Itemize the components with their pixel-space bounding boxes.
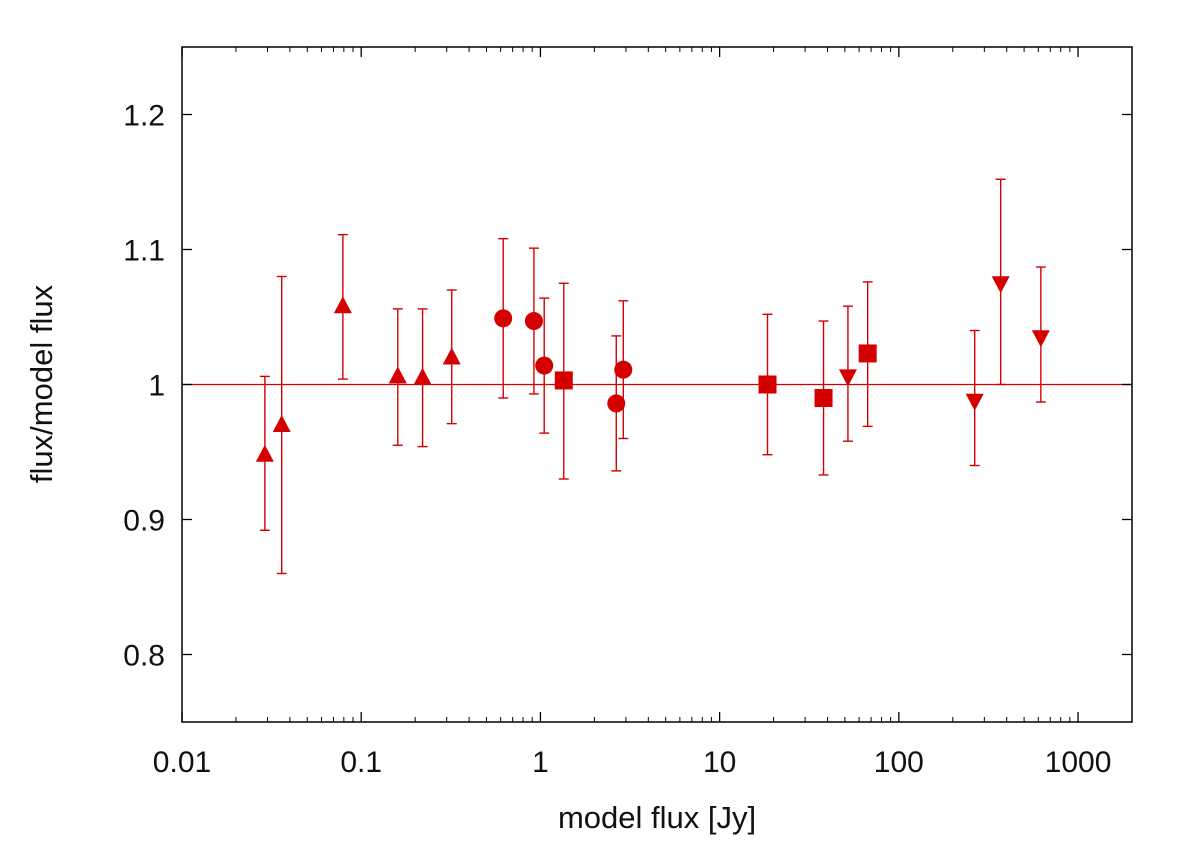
x-tick-label: 100	[874, 746, 924, 779]
y-tick-label: 0.9	[123, 505, 165, 538]
series-circle	[494, 237, 633, 472]
data-point	[758, 375, 777, 394]
data-point	[272, 415, 291, 432]
y-axis-title: flux/model flux	[24, 284, 59, 483]
series-square	[554, 281, 877, 480]
data-point	[858, 344, 877, 363]
axis-ticks: 0.8 0.9 1 1.1 1.2 0.01 0.1 1 10 100 1000	[123, 47, 1133, 779]
data-point	[535, 356, 554, 375]
y-tick-label: 0.8	[123, 640, 165, 673]
data-point	[413, 367, 432, 385]
data-point	[838, 369, 857, 387]
data-point	[991, 276, 1010, 294]
data-point	[388, 366, 407, 384]
data-point	[965, 393, 984, 411]
data-point	[607, 394, 626, 413]
series-triangle-down	[838, 178, 1050, 467]
x-tick-label: 1	[532, 746, 549, 779]
data-point	[1031, 330, 1050, 348]
y-tick-label: 1.2	[123, 100, 165, 133]
data-point	[524, 312, 543, 331]
data-marks	[182, 178, 1132, 575]
data-point	[814, 389, 833, 407]
x-tick-label: 0.01	[153, 746, 211, 779]
series-triangle-up	[255, 233, 461, 575]
data-point	[255, 444, 274, 462]
data-point	[494, 309, 513, 328]
y-tick-label: 1	[148, 370, 165, 403]
data-point	[614, 360, 633, 379]
x-tick-label: 10	[703, 746, 736, 779]
x-tick-label: 0.1	[340, 746, 382, 779]
data-point	[442, 347, 461, 365]
y-tick-label: 1.1	[123, 235, 165, 268]
x-tick-label: 1000	[1045, 746, 1112, 779]
x-axis-title: model flux [Jy]	[558, 800, 756, 835]
data-point	[554, 371, 573, 390]
data-point	[333, 296, 352, 314]
